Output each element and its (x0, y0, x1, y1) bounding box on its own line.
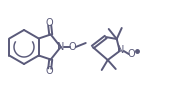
Text: O: O (128, 49, 135, 59)
Text: O: O (46, 17, 53, 28)
Text: O: O (69, 42, 76, 52)
Text: N: N (117, 45, 124, 55)
Text: O: O (46, 66, 53, 77)
Text: N: N (57, 42, 64, 52)
